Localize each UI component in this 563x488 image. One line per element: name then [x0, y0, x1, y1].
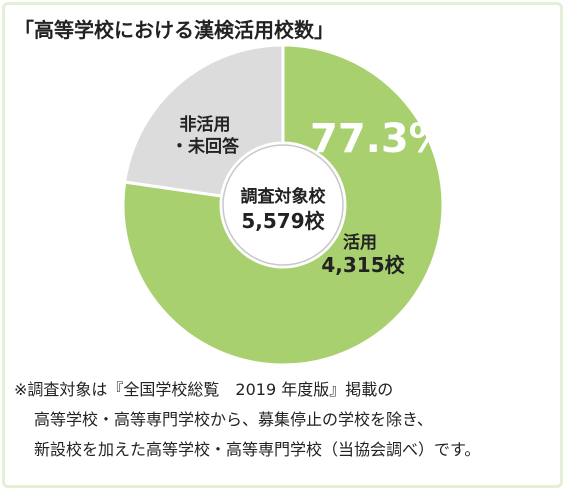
donut-segment: [121, 43, 445, 367]
segment-count: 4,315校: [321, 253, 405, 277]
center-total: 5,579校: [241, 209, 325, 233]
donut-segment: [122, 43, 285, 198]
segment-label: 非活用 ・未回答: [171, 115, 239, 157]
note-line: 高等学校・高等専門学校から、募集停止の学校を除き、: [34, 410, 433, 429]
note-line: ※調査対象は『全国学校総覧 2019 年度版』掲載の: [14, 380, 394, 399]
segment-label: 活用: [343, 233, 377, 253]
chart-title: 「高等学校における漢検活用校数」: [14, 18, 334, 42]
center-hole: [222, 144, 344, 266]
note-line: 新設校を加えた高等学校・高等専門学校（当協会調べ）です。: [34, 440, 481, 459]
center-title: 調査対象校: [240, 187, 326, 207]
value-label: 77.3%: [310, 116, 449, 162]
